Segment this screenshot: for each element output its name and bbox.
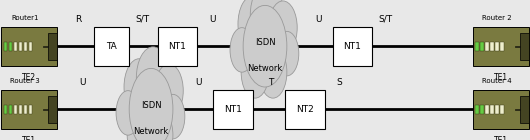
Bar [285,90,324,129]
Bar [2,90,57,129]
Bar [473,90,528,129]
Bar [515,108,520,110]
Bar [490,105,494,114]
Bar [29,42,32,51]
Bar [158,27,197,66]
Text: Router1: Router1 [11,15,39,21]
Bar [4,42,7,51]
Text: TE1: TE1 [494,136,508,140]
Text: Network: Network [134,127,169,136]
Text: S/T: S/T [135,15,149,24]
Bar [43,108,48,110]
Text: TE2: TE2 [22,73,36,82]
Bar [2,27,57,66]
Ellipse shape [250,0,284,46]
Bar [8,105,12,114]
Ellipse shape [243,5,287,87]
Text: TE1: TE1 [22,136,36,140]
Bar [94,27,128,66]
Text: NT1: NT1 [343,42,361,51]
Ellipse shape [269,1,297,54]
Ellipse shape [161,94,185,139]
Bar [4,105,7,114]
Ellipse shape [259,46,287,98]
Text: T: T [268,78,273,87]
Bar [515,46,520,47]
Text: ISDN: ISDN [255,38,275,47]
Bar [520,33,528,60]
Bar [8,42,12,51]
Ellipse shape [145,109,173,140]
Ellipse shape [124,59,154,115]
Bar [500,105,504,114]
Bar [485,42,489,51]
Ellipse shape [136,47,170,109]
Bar [24,42,28,51]
Text: S/T: S/T [379,15,393,24]
Text: Router 3: Router 3 [10,78,40,84]
Bar [19,42,22,51]
Text: TA: TA [106,42,117,51]
Text: Router 4: Router 4 [482,78,511,84]
Text: NT2: NT2 [296,105,314,114]
Text: R: R [75,15,82,24]
Bar [495,42,499,51]
Bar [480,105,484,114]
Bar [473,27,528,66]
Bar [485,105,489,114]
Bar [19,105,22,114]
Bar [490,42,494,51]
Ellipse shape [238,0,268,52]
Ellipse shape [129,68,173,140]
Bar [24,105,28,114]
Text: TE1: TE1 [494,73,508,82]
Ellipse shape [116,91,140,135]
Ellipse shape [241,46,269,98]
Bar [333,27,373,66]
Ellipse shape [155,64,183,117]
Ellipse shape [127,109,155,140]
Bar [520,96,528,122]
Text: U: U [196,78,202,87]
Bar [48,96,57,122]
Text: S: S [337,78,342,87]
Bar [213,90,253,129]
Bar [500,42,504,51]
Text: U: U [315,15,321,24]
Ellipse shape [230,28,254,72]
Bar [14,42,17,51]
Bar [14,105,17,114]
Bar [29,105,32,114]
Bar [480,42,484,51]
Bar [475,105,479,114]
Text: NT1: NT1 [169,42,187,51]
Bar [475,42,479,51]
Text: U: U [209,15,215,24]
Ellipse shape [275,31,299,76]
Text: NT1: NT1 [224,105,242,114]
Text: U: U [79,78,85,87]
Text: Network: Network [248,64,282,73]
Bar [495,105,499,114]
Bar [43,46,48,47]
Text: ISDN: ISDN [141,101,161,110]
Bar [48,33,57,60]
Text: Router 2: Router 2 [482,15,511,21]
